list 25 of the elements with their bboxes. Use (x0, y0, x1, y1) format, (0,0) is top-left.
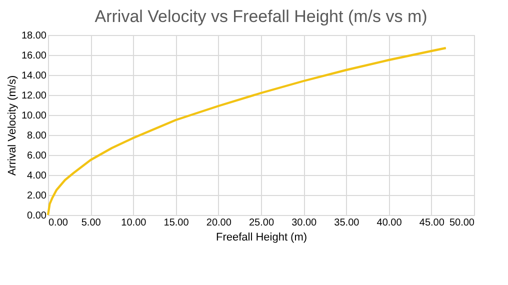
x-tick-label: 40.00 (376, 218, 402, 228)
x-tick-label: 30.00 (292, 218, 318, 228)
y-tick-label: 4.00 (27, 170, 47, 182)
y-tick-label: 6.00 (27, 150, 47, 162)
x-tick-label: 5.00 (81, 218, 102, 228)
x-tick-label: 0.00 (48, 218, 68, 228)
y-tick-label: 2.00 (27, 190, 47, 202)
y-tick-label: 16.00 (21, 50, 47, 62)
x-tick-label: 50.00 (449, 218, 475, 228)
chart-title: Arrival Velocity vs Freefall Height (m/s vs m) (94, 7, 428, 26)
x-tick-label: 15.00 (164, 218, 190, 228)
y-axis-title: Arrival Velocity (m/s) (6, 75, 18, 176)
x-tick-label: 25.00 (248, 218, 274, 228)
line-series (46, 46, 447, 216)
y-tick-label: 18.00 (21, 30, 47, 42)
y-tick-label: 12.00 (21, 90, 47, 102)
x-axis-title: Freefall Height (m) (216, 232, 308, 244)
x-tick-label: 10.00 (121, 218, 147, 228)
x-tick-label: 35.00 (334, 218, 360, 228)
y-tick-label: 14.00 (21, 70, 47, 82)
y-tick-label: 10.00 (21, 110, 47, 122)
x-tick-label: 45.00 (419, 218, 445, 228)
x-tick-label: 20.00 (206, 218, 232, 228)
y-tick-label: 8.00 (27, 130, 47, 142)
y-tick-label: 0.00 (27, 210, 47, 222)
